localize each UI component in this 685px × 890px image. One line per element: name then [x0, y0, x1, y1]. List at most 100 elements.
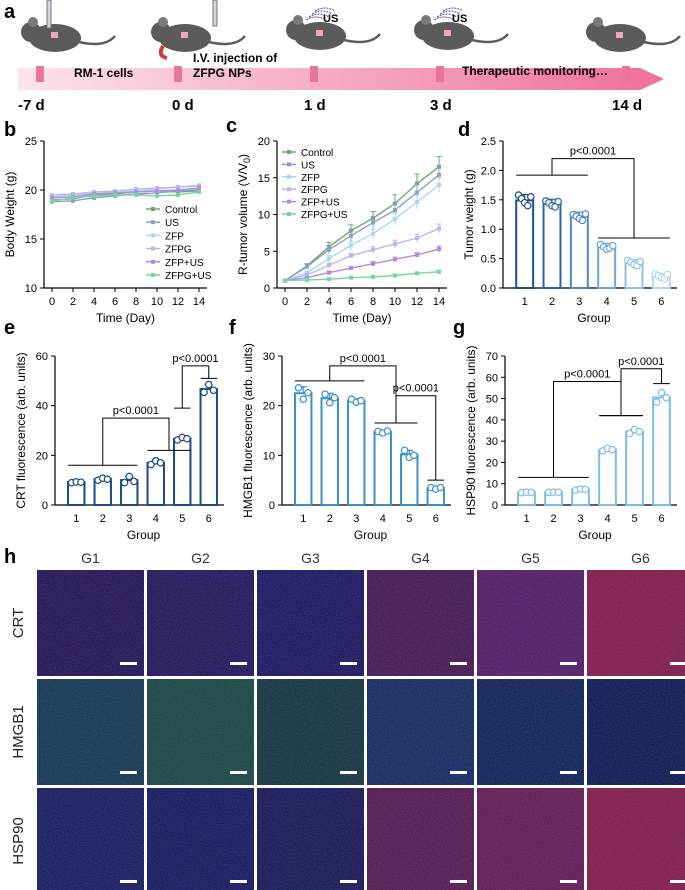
us-wave — [308, 13, 330, 18]
data-point — [71, 195, 75, 200]
y-tick-label: 30 — [486, 436, 498, 448]
y-tick-label: 0.5 — [481, 254, 496, 266]
data-point — [197, 189, 201, 194]
timepoint-3: 3 d — [430, 97, 452, 114]
syringe — [46, 0, 52, 29]
data-dot — [636, 257, 644, 266]
mouse-0 — [21, 0, 116, 52]
scale-bar — [670, 662, 685, 665]
mouse-4 — [586, 17, 681, 52]
p-value-annotation: p<0.0001 — [340, 353, 386, 365]
data-dot — [581, 485, 590, 494]
x-tick-label: 8 — [133, 296, 139, 308]
data-point — [349, 243, 353, 248]
y-tick-label: 10 — [486, 479, 498, 491]
y-tick-label: 2.5 — [481, 136, 496, 148]
y-axis-label: HSP90 fluorescence (arb. units) — [464, 345, 478, 515]
x-axis-label: Group — [354, 528, 388, 542]
mouse-ear — [28, 17, 38, 27]
x-tick-label: 1 — [522, 296, 528, 308]
micrograph-texture — [367, 570, 474, 676]
column-label-g1: G1 — [81, 550, 100, 566]
y-tick-label: 0.0 — [481, 283, 496, 295]
y-tick-label: 40 — [36, 401, 48, 413]
bar-group-4 — [598, 448, 617, 506]
mouse-head — [151, 22, 171, 42]
data-dot — [325, 398, 334, 407]
x-tick-label: 2 — [550, 513, 556, 525]
series-line-zfp-us — [284, 248, 440, 282]
x-tick-label: 1 — [523, 513, 529, 525]
column-label-g4: G4 — [411, 550, 430, 566]
x-tick-label: 10 — [389, 296, 401, 308]
mouse-ear — [593, 17, 603, 27]
data-point — [371, 247, 375, 252]
bar-group-5 — [400, 453, 419, 506]
micrograph-texture — [257, 788, 364, 890]
data-point — [305, 270, 309, 275]
data-dot — [330, 393, 339, 402]
bar-group-4 — [373, 430, 392, 506]
x-tick-label: 2 — [304, 296, 310, 308]
bar-group-4 — [146, 461, 165, 506]
scale-bar — [230, 771, 247, 774]
data-dot — [200, 388, 208, 397]
mouse-tumor — [316, 30, 323, 36]
bar-group-2 — [542, 202, 562, 289]
data-point — [155, 188, 159, 193]
x-tick-label: 6 — [658, 513, 664, 525]
data-point — [197, 186, 201, 191]
us-tag-1: US — [323, 13, 338, 25]
data-point — [327, 256, 331, 261]
timepoint-14: 14 d — [612, 97, 642, 114]
chart-body-weight: 10 15 20 25 0 2 4 6 8 10 12 14 Time (Day) Body Weight… — [3, 136, 212, 325]
micrograph-texture — [367, 788, 474, 890]
micrograph-texture — [587, 570, 685, 676]
chart-tumor-weight: 0.0 0.5 1.0 1.5 2.0 2.5 1 2 3 4 5 6 Group Tumor weigh… — [462, 136, 677, 325]
bar-group-3 — [347, 399, 366, 507]
y-tick-label: 1.5 — [481, 195, 496, 207]
data-point — [371, 231, 375, 236]
data-point — [134, 187, 138, 192]
caption-zfpg-nps: ZFPG NPs — [193, 66, 252, 80]
legend-marker — [287, 174, 291, 179]
scale-bar — [670, 771, 685, 774]
panel-h: h G1 G2 G3 G4 G5 G6 CRT HMGB1 HSP90 — [4, 546, 685, 890]
x-tick-label: 14 — [433, 296, 445, 308]
tourniquet — [158, 44, 168, 60]
scale-bar — [560, 880, 577, 883]
data-point — [393, 216, 397, 221]
panel-a-label: a — [4, 1, 16, 23]
data-dot — [625, 429, 634, 438]
data-point — [134, 192, 138, 197]
x-tick-label: 1 — [300, 513, 306, 525]
legend-label: ZFPG+US — [165, 271, 212, 282]
micrograph-texture — [257, 679, 364, 785]
legend-label: US — [165, 218, 179, 229]
micrograph-texture — [587, 788, 685, 890]
x-tick-label: 4 — [153, 513, 159, 525]
us-wave — [439, 10, 461, 15]
y-axis-label: Body Weight (g) — [3, 172, 17, 258]
row-label-hsp90: HSP90 — [10, 817, 27, 865]
mouse-3 — [414, 7, 509, 50]
data-point — [155, 193, 159, 198]
data-point — [176, 188, 180, 192]
data-dot — [652, 398, 661, 406]
bar-group-5 — [173, 437, 192, 507]
timeline-marker-4 — [622, 66, 630, 82]
mouse-2 — [286, 7, 381, 50]
y-tick-label: 10 — [258, 210, 270, 222]
scale-bar — [120, 771, 137, 774]
data-point — [437, 269, 441, 274]
p-value-annotation: p<0.0001 — [172, 353, 218, 365]
y-tick-label: 20 — [25, 185, 37, 197]
x-tick-label: 3 — [126, 513, 132, 525]
data-point — [437, 226, 441, 231]
data-point — [371, 220, 375, 225]
panel-a: a RM-1 cells I.V. injection of ZFPG NPs … — [4, 0, 681, 114]
mouse-tumor — [181, 32, 188, 38]
legend-marker — [287, 212, 291, 216]
data-dot — [527, 193, 535, 201]
micrograph-texture — [147, 679, 254, 785]
